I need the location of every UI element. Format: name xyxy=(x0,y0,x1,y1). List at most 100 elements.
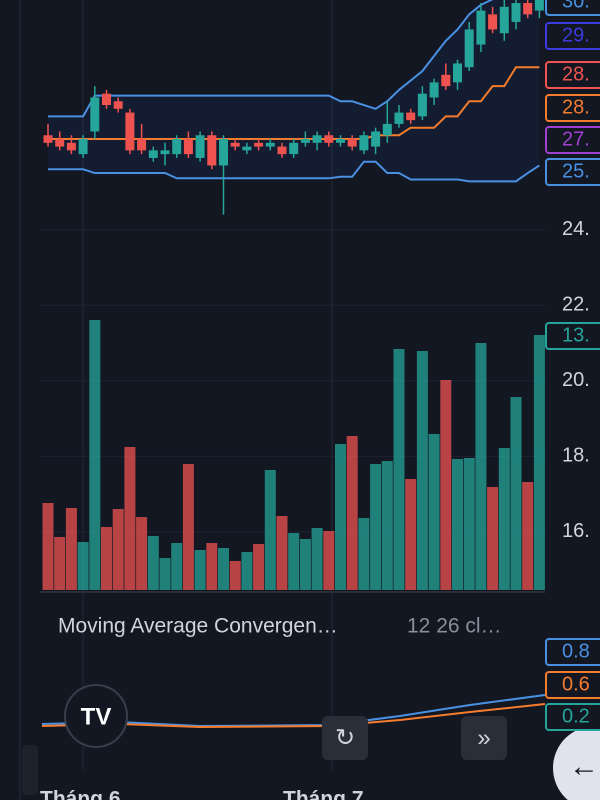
volume-bar xyxy=(77,542,89,590)
indicator-tag-box xyxy=(545,638,600,666)
volume-bar xyxy=(498,448,510,590)
price-tag-label: 25. xyxy=(562,160,590,182)
candle-body xyxy=(102,93,111,106)
volume-bar xyxy=(112,509,124,590)
price-tag-label: 28. xyxy=(562,96,590,118)
price-tag: 30. xyxy=(545,0,600,16)
volume-bar xyxy=(288,533,300,590)
volume-bar xyxy=(89,320,101,590)
volume-bar xyxy=(241,552,253,590)
candle-body xyxy=(394,112,404,124)
logo: TV xyxy=(81,703,112,730)
indicator-tag-label: 0.6 xyxy=(562,673,590,695)
reset-button[interactable] xyxy=(322,716,368,760)
volume-bar xyxy=(159,558,171,590)
candle-body xyxy=(160,150,170,155)
y-tick-label: 22. xyxy=(562,294,590,316)
back-icon: ← xyxy=(569,750,599,783)
price-pane: 24. 22. 20. 18. 16. xyxy=(40,0,590,590)
candle-body xyxy=(312,135,322,143)
indicator-title: Moving Average Convergen… xyxy=(58,615,338,638)
price-tag-box xyxy=(545,22,600,50)
volume-bar xyxy=(311,528,323,590)
indicator-tag-box xyxy=(545,671,600,699)
price-tag-box xyxy=(545,94,600,122)
candle-body xyxy=(207,135,217,166)
logo-button[interactable] xyxy=(64,684,128,748)
volume-bar xyxy=(253,544,265,590)
indicator-tag-label: 0.8 xyxy=(562,640,590,662)
reset-icon: ↻ xyxy=(335,724,355,751)
volume-bar xyxy=(452,459,463,590)
volume-bar xyxy=(463,458,475,590)
price-tag: 25. xyxy=(545,158,600,186)
volume-bar xyxy=(194,550,206,590)
price-tag-box xyxy=(545,0,600,16)
y-tick-label: 20. xyxy=(562,369,590,391)
y-tick-label: 24. xyxy=(562,218,590,240)
candle-body xyxy=(219,139,228,166)
volume-bar xyxy=(358,518,370,590)
volume-bar xyxy=(276,516,288,590)
candle-body xyxy=(336,139,345,143)
price-tag-label: 28. xyxy=(562,63,590,85)
volume-bar xyxy=(393,349,405,590)
candle-body xyxy=(289,142,299,155)
candle-body xyxy=(359,135,369,151)
candle-body xyxy=(66,142,76,151)
candle-body xyxy=(499,6,509,34)
candle-body xyxy=(429,82,439,98)
x-axis-label: Tháng 7 xyxy=(283,788,364,800)
scroll-icon: » xyxy=(477,724,490,751)
volume-bar xyxy=(171,543,183,590)
candle-body xyxy=(172,139,182,155)
volume-bar xyxy=(533,335,545,590)
candle-body xyxy=(300,139,310,143)
candle-body xyxy=(511,3,521,22)
price-tag-box xyxy=(545,322,600,350)
price-tag-label: 13. xyxy=(562,324,590,346)
candle-body xyxy=(230,142,240,147)
candle-body xyxy=(242,146,252,151)
volume-bar xyxy=(405,479,417,590)
volume-bar xyxy=(522,482,534,590)
price-tag-label: 29. xyxy=(562,24,590,46)
candle-body xyxy=(371,131,381,147)
candle-body xyxy=(148,150,158,158)
volume-bar xyxy=(510,397,522,590)
band-fill xyxy=(48,0,540,182)
volume-bar xyxy=(124,447,136,590)
indicator-params: 12 26 cl… xyxy=(407,615,502,638)
candle-body xyxy=(125,112,135,151)
price-tag: 28. xyxy=(545,61,600,89)
volume-bar xyxy=(335,444,346,590)
volume-bar xyxy=(323,531,335,590)
volume-bar xyxy=(229,561,241,590)
volume-bar xyxy=(346,436,358,590)
candle-body xyxy=(43,135,53,143)
candle-body xyxy=(324,135,334,143)
volume-bar xyxy=(475,343,487,590)
candle-body xyxy=(523,3,533,15)
candle-body xyxy=(90,97,100,132)
candle-body xyxy=(55,139,65,147)
back-button[interactable] xyxy=(553,726,600,800)
volume-bar xyxy=(54,537,66,590)
volume-bar xyxy=(428,434,440,590)
indicator-line xyxy=(48,0,494,118)
price-tag-box xyxy=(545,158,600,186)
x-axis-label: Tháng 6 xyxy=(40,788,121,800)
volume-bar xyxy=(299,539,311,590)
volume-bar xyxy=(440,380,452,590)
candle-body xyxy=(254,142,264,147)
candle-body xyxy=(534,0,544,11)
price-tag: 28. xyxy=(545,94,600,122)
price-tag: 13. xyxy=(545,322,600,350)
volume-bar xyxy=(381,461,393,590)
candle-body xyxy=(137,139,147,151)
y-tick-label: 16. xyxy=(562,520,590,542)
scroll-button[interactable] xyxy=(461,716,507,760)
volume-bar xyxy=(182,464,194,590)
y-tick-label: 18. xyxy=(562,445,590,467)
collapse-button[interactable] xyxy=(22,745,38,795)
